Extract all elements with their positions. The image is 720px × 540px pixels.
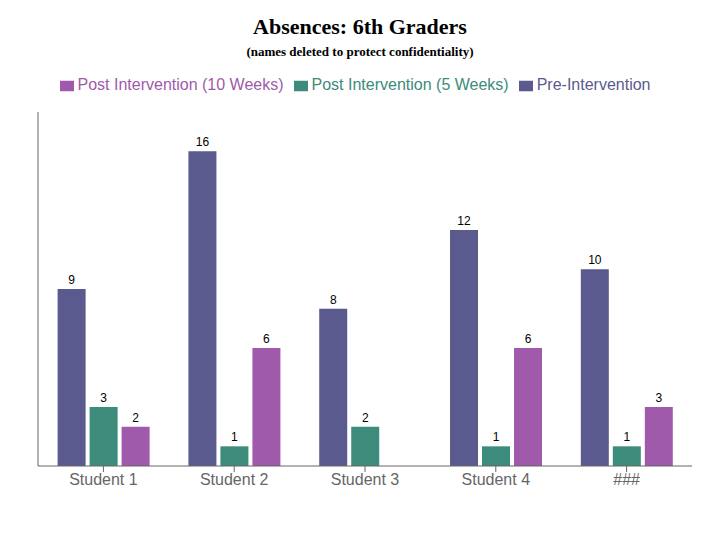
svg-text:Student 1: Student 1 bbox=[69, 471, 138, 488]
svg-text:2: 2 bbox=[362, 411, 369, 425]
svg-text:###: ### bbox=[613, 471, 640, 488]
svg-text:10: 10 bbox=[588, 253, 602, 267]
html-text:Post Intervention (10 Weeks): Post Intervention (10 Weeks) bbox=[77, 76, 284, 93]
svg-text:1: 1 bbox=[493, 430, 500, 444]
svg-text:Student 4: Student 4 bbox=[462, 471, 531, 488]
html-text:Post Intervention (5 Weeks): Post Intervention (5 Weeks) bbox=[311, 76, 509, 93]
svg-text:16: 16 bbox=[196, 135, 210, 149]
svg-text:1: 1 bbox=[623, 430, 630, 444]
html-text:Pre-Intervention: Pre-Intervention bbox=[536, 76, 651, 93]
svg-text:8: 8 bbox=[330, 293, 337, 307]
svg-text:12: 12 bbox=[457, 214, 471, 228]
svg-text:2: 2 bbox=[132, 411, 139, 425]
svg-text:3: 3 bbox=[655, 391, 662, 405]
svg-text:6: 6 bbox=[263, 332, 270, 346]
html-text:Absences: 6th Graders: Absences: 6th Graders bbox=[253, 14, 467, 39]
svg-text:9: 9 bbox=[68, 273, 75, 287]
svg-text:Student 2: Student 2 bbox=[200, 471, 269, 488]
svg-text:6: 6 bbox=[525, 332, 532, 346]
html-text:(names deleted to protect conf: (names deleted to protect confidentialit… bbox=[246, 44, 474, 59]
svg-text:1: 1 bbox=[231, 430, 238, 444]
svg-text:3: 3 bbox=[100, 391, 107, 405]
svg-text:Student 3: Student 3 bbox=[331, 471, 400, 488]
